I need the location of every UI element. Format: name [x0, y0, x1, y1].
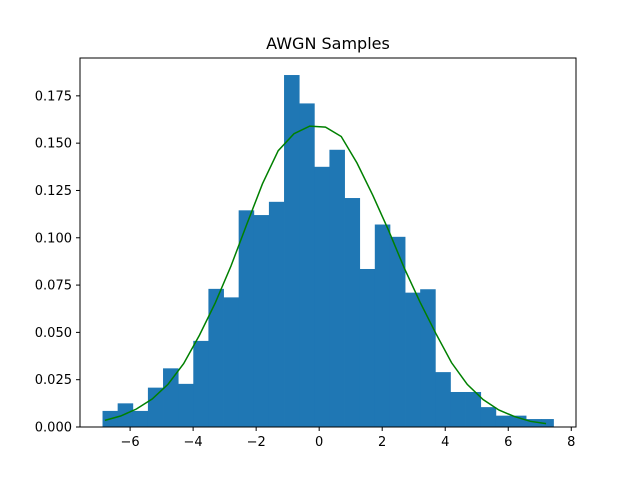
histogram-bar [163, 368, 179, 427]
y-tick-label: 0.175 [35, 89, 72, 104]
histogram-bar [526, 419, 542, 427]
chart-title: AWGN Samples [266, 34, 390, 53]
x-tick-label: 8 [567, 435, 575, 450]
histogram-bar [132, 410, 149, 427]
histogram-bar [284, 75, 300, 427]
histogram-bar [238, 210, 255, 427]
x-tick-label: −4 [184, 435, 203, 450]
y-tick-label: 0.025 [35, 373, 72, 388]
histogram-bar [420, 289, 436, 427]
plot-frame [79, 57, 577, 428]
histogram-bar [193, 340, 209, 427]
x-tick-label: 2 [378, 435, 386, 450]
histogram-bar [450, 391, 466, 427]
histogram-bar [208, 288, 224, 427]
histogram-bar [299, 103, 315, 428]
histogram-bar [178, 383, 194, 427]
gaussian-fit-line [104, 125, 547, 425]
histogram-bar [117, 403, 134, 427]
y-tick-label: 0.050 [35, 326, 72, 341]
y-tick-label: 0.100 [35, 231, 72, 246]
histogram-bar [435, 372, 451, 427]
histogram-bar [541, 419, 554, 427]
x-tick-label: 0 [315, 435, 323, 450]
histogram-bar [344, 198, 361, 427]
histogram-bars [102, 75, 554, 428]
y-tick-label: 0.075 [35, 279, 72, 294]
histogram-bar [359, 268, 376, 427]
x-tick-label: 4 [441, 435, 449, 450]
histogram-bar [253, 215, 270, 427]
histogram-bar [480, 407, 497, 427]
x-tick-label: −6 [121, 435, 140, 450]
y-tick-label: 0.150 [35, 137, 72, 152]
histogram-bar [495, 415, 512, 427]
y-tick-label: 0.125 [35, 184, 72, 199]
histogram-bar [465, 391, 482, 427]
histogram-bar [510, 415, 527, 427]
histogram-bar [405, 292, 421, 427]
fit-curve-group [104, 125, 547, 425]
histogram-bar [389, 236, 406, 427]
histogram-bar [268, 201, 285, 427]
x-tick-label: −2 [247, 435, 266, 450]
histogram-bar [223, 297, 240, 427]
histogram-bar [314, 166, 330, 427]
axes: −6 −4 −2 0 2 4 6 8 0.000 0.025 0.050 0.075 0.100 0.12… [35, 57, 577, 450]
histogram-bar [329, 149, 345, 427]
x-tick-label: 6 [504, 435, 512, 450]
histogram-bar [147, 387, 164, 427]
histogram-bar [374, 224, 391, 427]
y-tick-label: 0.000 [35, 421, 72, 436]
